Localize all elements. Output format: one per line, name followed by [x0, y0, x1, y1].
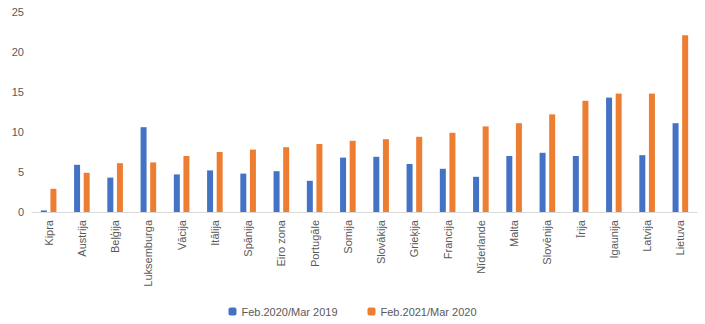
- svg-text:Spānija: Spānija: [242, 219, 254, 257]
- svg-text:Slovākija: Slovākija: [375, 219, 387, 264]
- svg-text:Igaunija: Igaunija: [608, 219, 620, 258]
- svg-text:Vācija: Vācija: [176, 219, 188, 250]
- svg-text:10: 10: [12, 126, 24, 138]
- svg-text:Somija: Somija: [342, 219, 354, 254]
- svg-text:Francija: Francija: [442, 219, 454, 259]
- svg-text:Nīderlande: Nīderlande: [475, 220, 487, 274]
- svg-text:20: 20: [12, 46, 24, 58]
- svg-text:Īrija: Īrija: [575, 219, 587, 238]
- svg-text:Portugāle: Portugāle: [309, 220, 321, 267]
- svg-text:0: 0: [18, 206, 24, 218]
- svg-text:Kipra: Kipra: [43, 219, 55, 246]
- svg-text:Feb.2020/Mar 2019: Feb.2020/Mar 2019: [241, 306, 337, 318]
- svg-text:Itālija: Itālija: [209, 219, 221, 246]
- svg-text:Eiro zona: Eiro zona: [275, 219, 287, 266]
- svg-text:Slovēnija: Slovēnija: [541, 219, 553, 265]
- svg-text:Austrija: Austrija: [76, 219, 88, 257]
- svg-text:25: 25: [12, 6, 24, 18]
- svg-text:Lietuva: Lietuva: [674, 219, 686, 255]
- svg-text:5: 5: [18, 166, 24, 178]
- svg-text:Grieķija: Grieķija: [408, 219, 420, 257]
- svg-text:Beļģija: Beļģija: [109, 219, 121, 253]
- svg-text:15: 15: [12, 86, 24, 98]
- svg-text:Luksemburga: Luksemburga: [142, 219, 154, 287]
- svg-text:Malta: Malta: [508, 219, 520, 247]
- svg-text:Feb.2021/Mar 2020: Feb.2021/Mar 2020: [381, 306, 477, 318]
- svg-text:Latvija: Latvija: [641, 219, 653, 252]
